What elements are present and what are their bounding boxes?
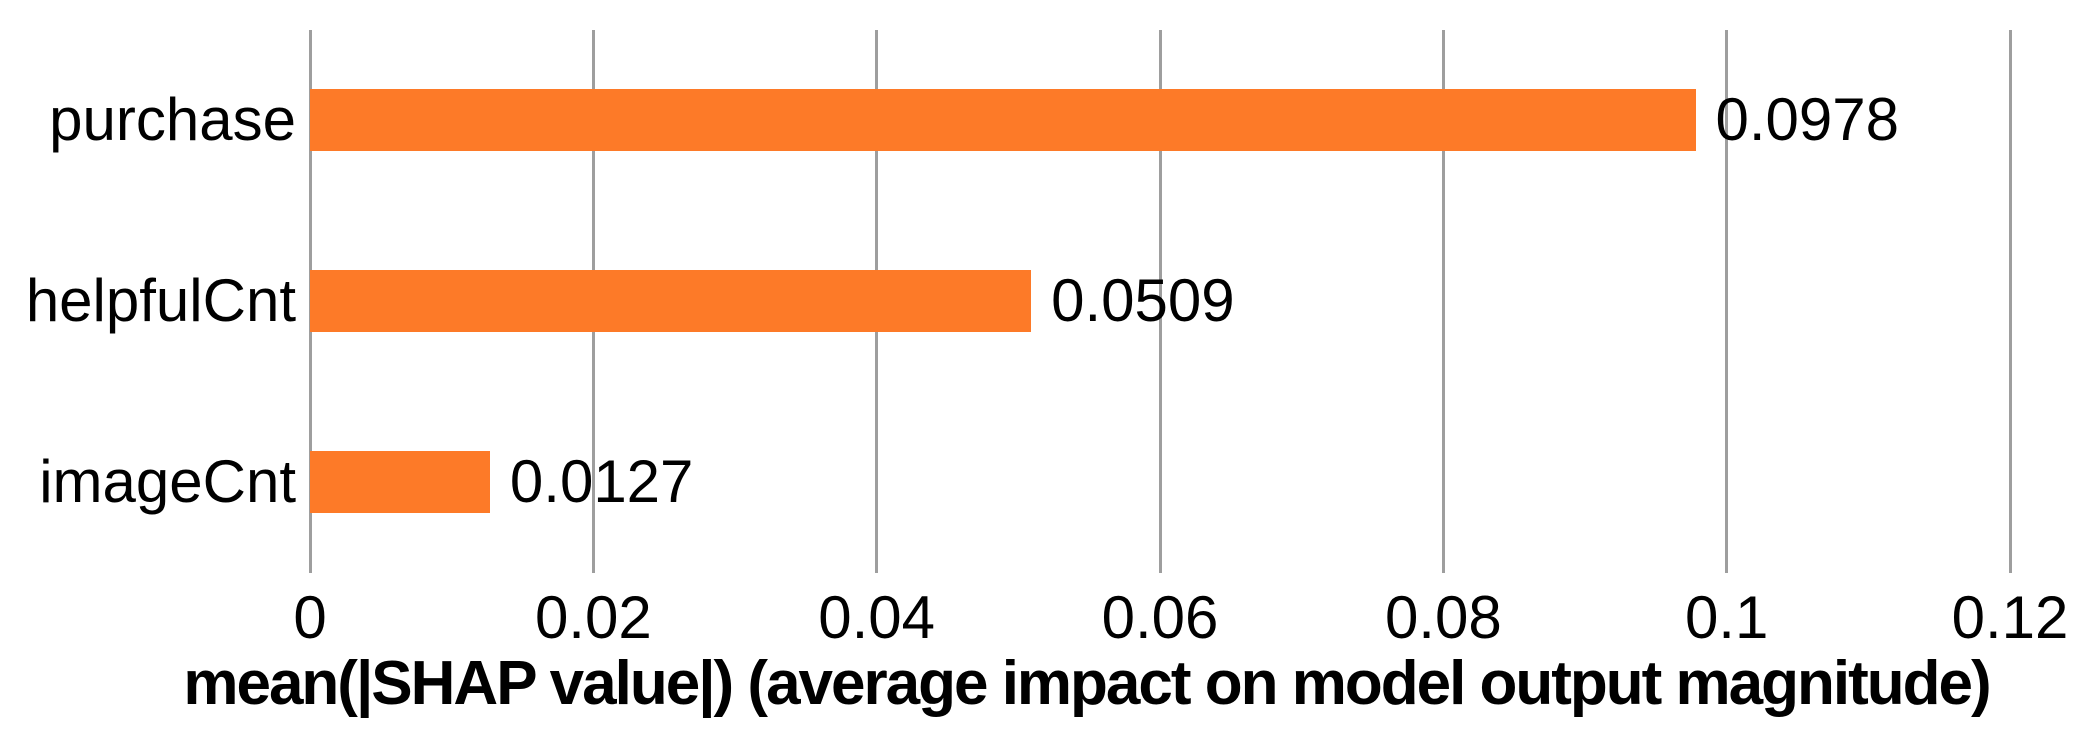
bar-value-label: 0.0127	[509, 447, 694, 515]
x-axis-title: mean(|SHAP value|) (average impact on mo…	[183, 649, 1991, 718]
x-tick-label: 0.1	[1684, 584, 1769, 651]
x-tick-label: 0.06	[1101, 584, 1219, 651]
gridline	[1441, 30, 1445, 573]
y-category-label: imageCnt	[39, 447, 296, 515]
x-tick-label: 0.12	[1951, 584, 2069, 651]
x-tick-label: 0.08	[1384, 584, 1502, 651]
bar-helpfulCnt	[310, 270, 1032, 332]
gridline	[1158, 30, 1162, 573]
bar-imageCnt	[310, 450, 490, 513]
gridline	[2008, 30, 2012, 573]
bar-value-label: 0.0509	[1051, 267, 1235, 334]
x-tick-label: 0.04	[818, 584, 936, 651]
x-tick-label: 0.02	[534, 584, 652, 651]
bar-value-label: 0.0978	[1715, 86, 1900, 154]
x-tick-label: 0	[293, 584, 327, 651]
y-category-label: purchase	[49, 86, 296, 154]
bar-purchase	[310, 89, 1696, 152]
y-category-label: helpfulCnt	[25, 267, 296, 334]
gridline	[1725, 30, 1729, 573]
